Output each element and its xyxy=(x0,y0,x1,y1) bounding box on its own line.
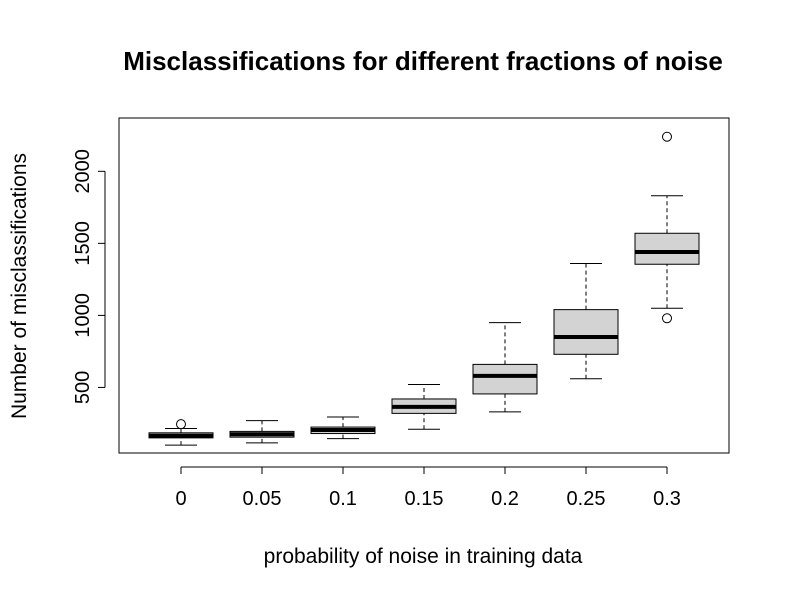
x-tick-label: 0.3 xyxy=(653,488,681,510)
x-tick-label: 0.1 xyxy=(329,488,357,510)
y-tick-label: 1000 xyxy=(72,293,94,338)
outlier-point xyxy=(176,419,186,430)
outlier-point xyxy=(662,313,672,324)
y-axis-label: Number of misclassifications xyxy=(8,153,31,419)
x-tick-label: 0.05 xyxy=(243,488,282,510)
y-tick-label: 1500 xyxy=(72,221,94,266)
y-tick-label: 500 xyxy=(72,371,94,404)
box xyxy=(553,309,619,355)
x-tick-label: 0.2 xyxy=(491,488,519,510)
y-tick-label: 2000 xyxy=(72,149,94,194)
box xyxy=(634,232,700,265)
x-tick-label: 0.25 xyxy=(567,488,606,510)
x-axis-label: probability of noise in training data xyxy=(264,545,583,568)
plot-frame xyxy=(118,117,730,454)
x-tick-label: 0 xyxy=(175,488,186,510)
x-tick-label: 0.15 xyxy=(405,488,444,510)
box xyxy=(472,363,538,395)
outlier-point xyxy=(662,131,672,142)
chart-title: Misclassifications for different fractio… xyxy=(123,46,723,76)
